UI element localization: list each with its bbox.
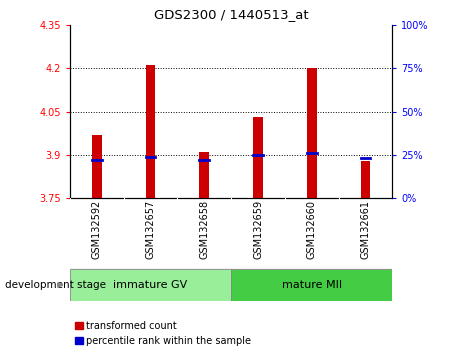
Bar — [70, 269, 231, 301]
Text: GSM132657: GSM132657 — [146, 200, 156, 259]
Bar — [146, 65, 155, 198]
Bar — [199, 152, 209, 198]
Title: GDS2300 / 1440513_at: GDS2300 / 1440513_at — [154, 8, 308, 21]
Bar — [231, 269, 392, 301]
Bar — [253, 117, 263, 198]
Text: GSM132661: GSM132661 — [360, 200, 371, 259]
Bar — [92, 135, 101, 198]
Bar — [307, 68, 317, 198]
Text: mature MII: mature MII — [282, 280, 342, 290]
Legend: transformed count, percentile rank within the sample: transformed count, percentile rank withi… — [75, 321, 252, 346]
Text: GSM132660: GSM132660 — [307, 200, 317, 259]
Text: immature GV: immature GV — [113, 280, 188, 290]
Text: development stage: development stage — [5, 280, 106, 290]
Text: GSM132592: GSM132592 — [92, 200, 102, 259]
Text: GSM132659: GSM132659 — [253, 200, 263, 259]
Text: GSM132658: GSM132658 — [199, 200, 209, 259]
Bar — [361, 161, 370, 198]
